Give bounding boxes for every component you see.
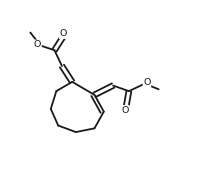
- Text: O: O: [34, 40, 41, 49]
- Text: O: O: [143, 78, 151, 87]
- Text: O: O: [122, 106, 129, 115]
- Text: O: O: [60, 29, 67, 38]
